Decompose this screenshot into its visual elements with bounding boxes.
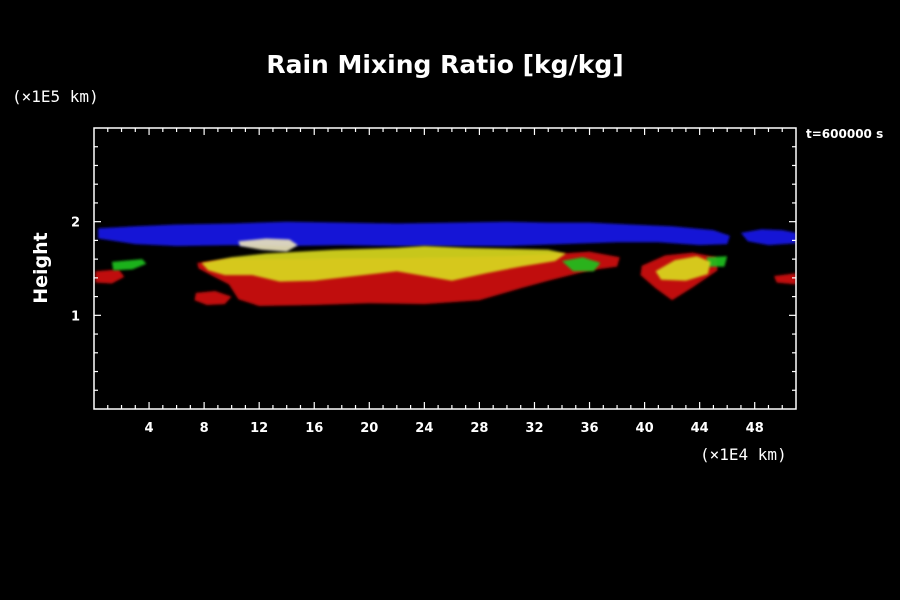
- y-tick-label-1: 1: [71, 309, 80, 324]
- x-tick-labels: 4 8 12 16 20 24 28 32 36 40 44 48: [145, 421, 764, 436]
- y-tick-label-2: 2: [71, 216, 80, 231]
- x-tick-label-36: 36: [580, 421, 598, 436]
- x-tick-label-4: 4: [145, 421, 154, 436]
- x-tick-label-44: 44: [691, 421, 709, 436]
- x-tick-label-32: 32: [525, 421, 543, 436]
- data-region-1: [98, 221, 730, 246]
- y-tick-labels: 12: [71, 216, 80, 325]
- data-region-7: [774, 273, 796, 285]
- data-region-13: [238, 238, 298, 252]
- x-tick-label-40: 40: [636, 421, 654, 436]
- x-tick-label-24: 24: [415, 421, 433, 436]
- data-region-5: [194, 291, 232, 305]
- x-tick-label-16: 16: [305, 421, 323, 436]
- x-unit-label: (×1E4 km): [700, 445, 787, 464]
- x-tick-label-12: 12: [250, 421, 268, 436]
- data-region-9: [562, 257, 601, 272]
- x-tick-label-20: 20: [360, 421, 378, 436]
- chart-title: Rain Mixing Ratio [kg/kg]: [266, 50, 623, 79]
- data-region-8: [111, 259, 147, 271]
- data-region-2: [740, 229, 796, 246]
- x-tick-label-28: 28: [470, 421, 488, 436]
- time-label: t=600000 s: [806, 127, 883, 141]
- data-region-10: [706, 256, 728, 267]
- x-tick-label-8: 8: [200, 421, 209, 436]
- plot-area: [95, 221, 796, 306]
- x-tick-label-48: 48: [746, 421, 764, 436]
- data-region-12: [655, 256, 711, 281]
- plot-frame: [93, 127, 797, 410]
- y-axis-label: Height: [30, 232, 52, 304]
- data-region-11: [201, 246, 567, 282]
- y-unit-label: (×1E5 km): [12, 87, 99, 106]
- data-region-3: [95, 269, 125, 284]
